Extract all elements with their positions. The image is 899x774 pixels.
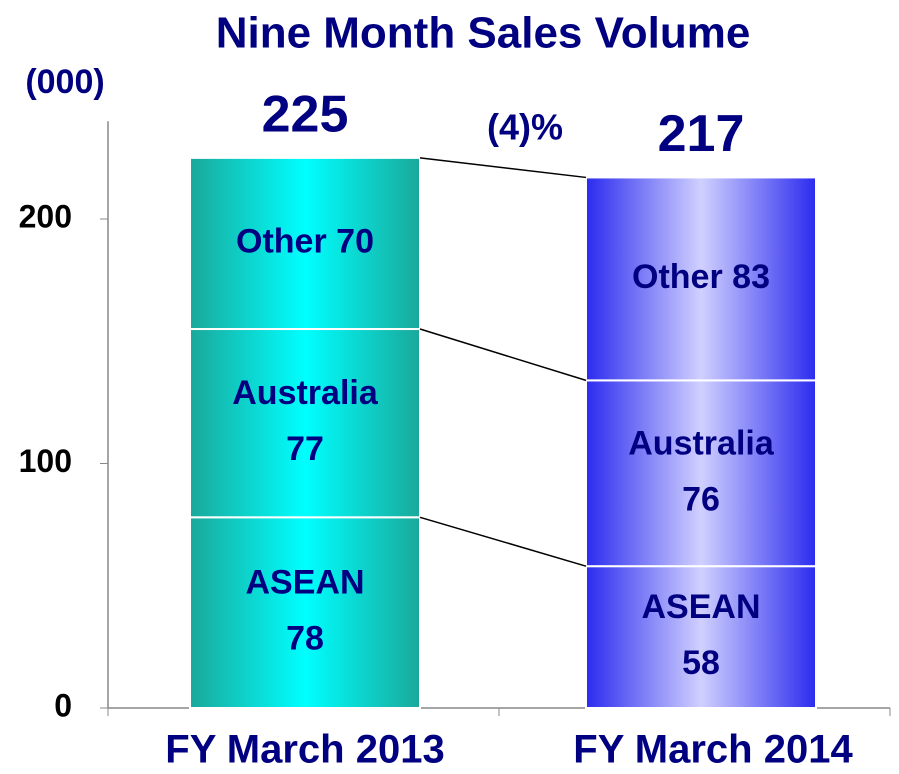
- segment-name: Australia: [232, 374, 379, 412]
- bar-segment: [585, 379, 817, 568]
- bar-segment: [189, 516, 421, 709]
- segment-label: ASEAN 58: [641, 588, 760, 682]
- segment-value: 76: [682, 480, 720, 518]
- segment-name: Australia: [628, 424, 775, 462]
- bar-segment: [189, 156, 421, 331]
- y-tick-label: 0: [54, 687, 72, 723]
- segment-name: Other: [236, 222, 327, 260]
- segment-label: ASEAN 78: [245, 564, 364, 658]
- connector: [419, 328, 587, 382]
- segment-value: 83: [732, 258, 770, 296]
- segment-label: Other 70: [236, 222, 374, 260]
- x-tick-label: FY March 2013: [165, 728, 444, 772]
- y-unit-label: (000): [25, 63, 104, 101]
- connector: [419, 157, 587, 179]
- segment-value: 77: [286, 430, 324, 468]
- segment-label: Australia 77: [232, 374, 379, 468]
- bar-segment: [189, 328, 421, 519]
- segment-value: 70: [336, 222, 374, 260]
- bar-segment: [585, 565, 817, 709]
- chart-title: Nine Month Sales Volume: [216, 9, 751, 58]
- connector: [419, 516, 587, 567]
- segment-value: 78: [286, 620, 324, 658]
- segment-value: 58: [682, 644, 720, 682]
- segment-name: ASEAN: [245, 564, 364, 602]
- segment-name: ASEAN: [641, 588, 760, 626]
- total-label: 217: [658, 105, 745, 163]
- y-tick-label: 100: [19, 443, 72, 479]
- x-tick-label: FY March 2014: [573, 728, 853, 772]
- y-tick-label: 200: [19, 198, 72, 234]
- segment-label: Australia 76: [628, 424, 775, 518]
- segment-name: Other: [632, 258, 723, 296]
- bar-segment: [585, 176, 817, 382]
- total-label: 225: [262, 86, 349, 144]
- segment-label: Other 83: [632, 258, 770, 296]
- change-label: (4)%: [487, 107, 563, 148]
